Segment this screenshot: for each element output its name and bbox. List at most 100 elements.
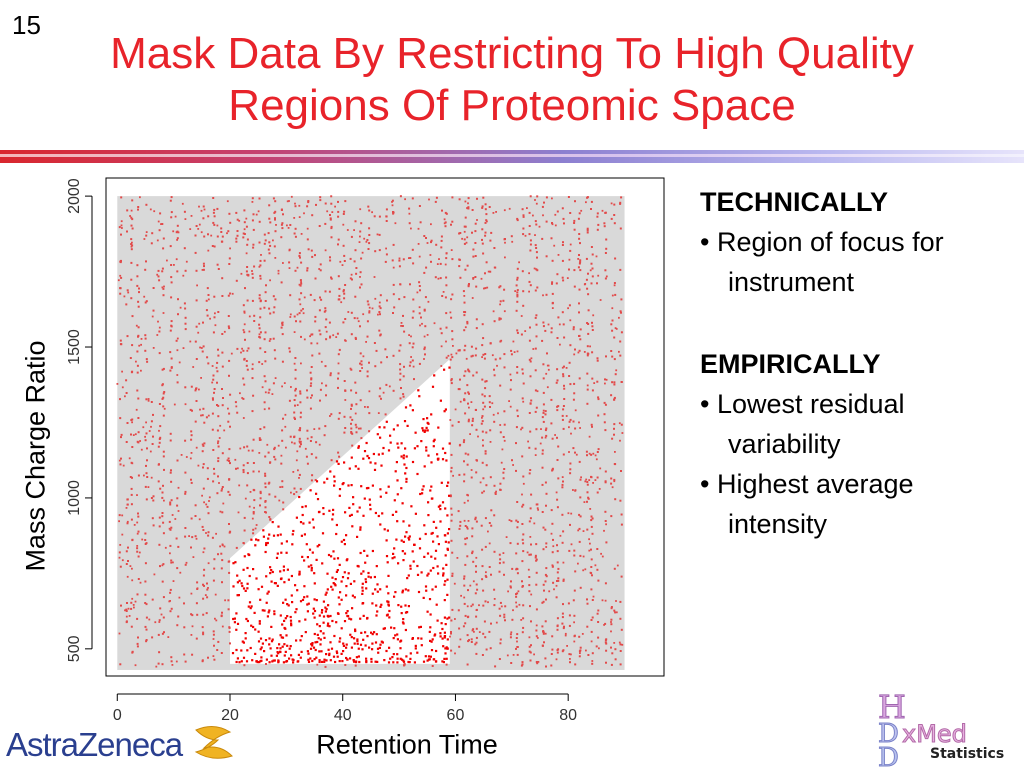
data-point xyxy=(137,555,140,558)
data-point xyxy=(440,481,443,484)
data-point xyxy=(408,535,411,538)
data-point xyxy=(620,196,623,199)
data-point xyxy=(590,246,593,248)
data-point xyxy=(458,258,461,261)
data-point xyxy=(422,418,425,421)
data-point xyxy=(265,284,267,287)
data-point xyxy=(613,463,616,465)
data-point xyxy=(493,368,495,371)
data-point xyxy=(442,572,445,575)
data-point xyxy=(303,596,306,599)
data-point xyxy=(436,263,439,265)
data-point xyxy=(303,585,306,588)
data-point xyxy=(226,232,228,235)
data-point xyxy=(445,312,448,315)
data-point xyxy=(503,573,505,576)
data-point xyxy=(130,433,132,436)
data-point xyxy=(561,366,564,369)
data-point xyxy=(203,208,206,211)
data-point xyxy=(342,213,345,215)
data-point xyxy=(330,459,333,462)
data-point xyxy=(613,381,616,384)
data-point xyxy=(368,306,371,309)
data-point xyxy=(314,277,317,280)
data-point xyxy=(408,207,411,210)
data-point xyxy=(401,502,404,505)
data-point xyxy=(217,440,220,443)
data-point xyxy=(416,651,419,654)
data-point xyxy=(184,527,187,529)
data-point xyxy=(586,454,588,457)
data-point xyxy=(194,504,197,507)
data-point xyxy=(371,602,374,605)
data-point xyxy=(586,354,589,357)
data-point xyxy=(337,372,340,375)
data-point xyxy=(214,617,216,620)
data-point xyxy=(484,574,487,577)
data-point xyxy=(263,306,266,309)
data-point xyxy=(529,651,532,654)
data-point xyxy=(569,319,572,322)
data-point xyxy=(318,268,321,270)
data-point xyxy=(144,593,147,596)
data-point xyxy=(544,620,547,623)
data-point xyxy=(325,591,328,594)
data-point xyxy=(552,581,555,584)
data-point xyxy=(273,446,276,449)
data-point xyxy=(484,234,487,237)
data-point xyxy=(299,440,302,443)
data-point xyxy=(365,657,368,660)
data-point xyxy=(619,439,621,442)
data-point xyxy=(475,609,478,611)
data-point xyxy=(221,486,224,488)
data-point xyxy=(586,229,589,232)
data-point xyxy=(550,327,553,330)
data-point xyxy=(475,565,477,568)
data-point xyxy=(544,413,547,416)
data-point xyxy=(269,221,272,224)
data-point xyxy=(195,358,198,360)
data-point xyxy=(586,384,589,387)
data-point xyxy=(170,559,173,562)
data-point xyxy=(125,615,128,618)
data-point xyxy=(170,469,172,472)
data-point xyxy=(349,582,352,585)
data-point xyxy=(289,619,293,622)
data-point xyxy=(156,334,159,336)
data-point xyxy=(426,417,429,420)
data-point xyxy=(310,436,313,439)
data-point xyxy=(535,247,538,249)
data-point xyxy=(267,451,270,454)
data-point xyxy=(355,391,358,394)
data-point xyxy=(429,569,432,572)
data-point xyxy=(529,360,532,363)
data-point xyxy=(201,525,204,528)
data-point xyxy=(508,519,511,521)
data-point xyxy=(194,389,197,392)
data-point xyxy=(577,529,580,532)
data-point xyxy=(591,574,593,577)
data-point xyxy=(175,537,178,540)
data-point xyxy=(418,205,421,207)
data-point xyxy=(336,557,340,560)
x-axis-label: Retention Time xyxy=(316,729,498,760)
data-point xyxy=(528,584,531,587)
data-point xyxy=(118,520,120,523)
data-point xyxy=(252,470,255,473)
data-point xyxy=(350,422,352,425)
data-point xyxy=(202,217,205,220)
data-point xyxy=(435,243,438,246)
data-point xyxy=(529,553,532,556)
data-point xyxy=(472,248,475,251)
data-point xyxy=(295,608,298,611)
data-point xyxy=(299,390,302,393)
data-point xyxy=(303,212,305,215)
data-point xyxy=(533,267,536,270)
data-point xyxy=(488,206,491,208)
data-point xyxy=(344,340,347,342)
data-point xyxy=(402,375,405,378)
data-point xyxy=(150,242,153,245)
data-point xyxy=(375,349,378,352)
data-point xyxy=(353,317,356,320)
data-point xyxy=(157,662,160,665)
